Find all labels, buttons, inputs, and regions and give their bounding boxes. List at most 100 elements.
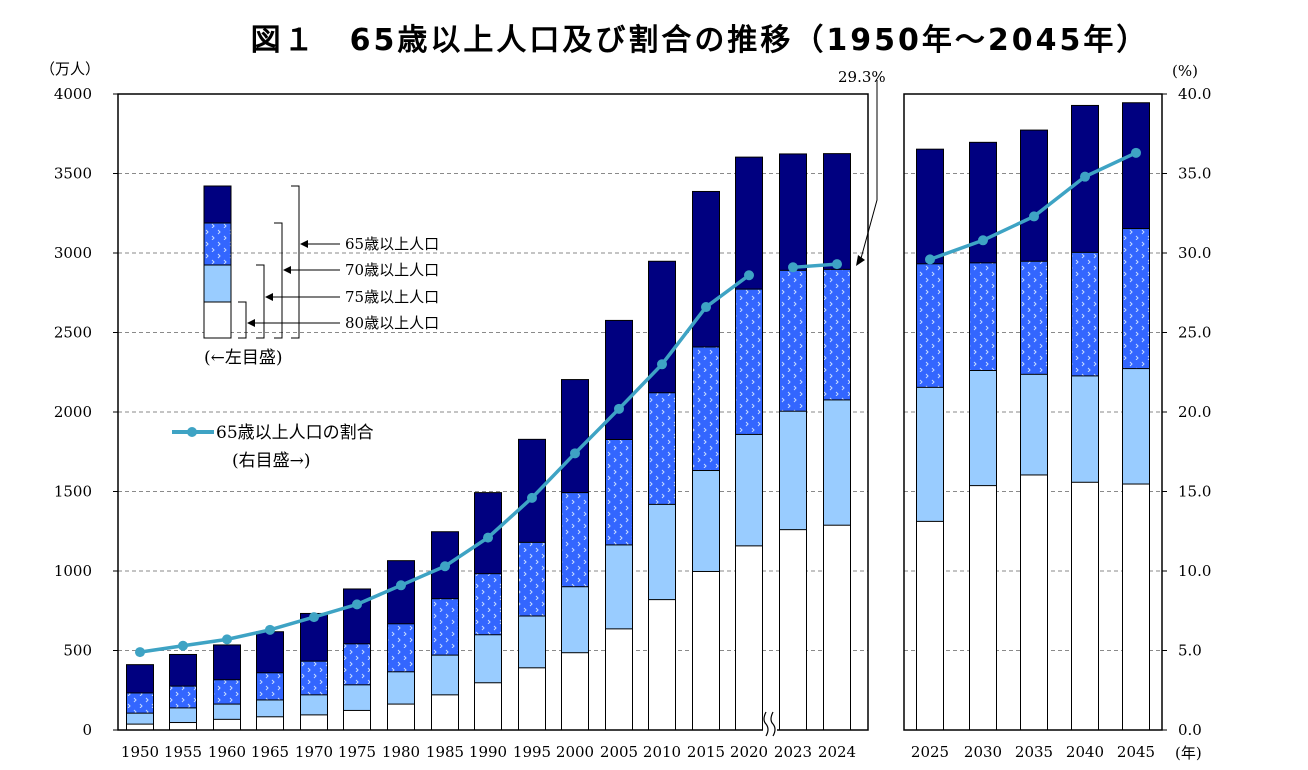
- ratio-point: [396, 580, 406, 591]
- bar-segment: [518, 667, 546, 731]
- legend-bracket-70: [274, 222, 283, 339]
- x-tick-label: 2045: [1117, 743, 1155, 761]
- ratio-line-segment: [792, 262, 838, 270]
- legend-box-65: [203, 185, 232, 224]
- x-tick-label: 1975: [338, 743, 376, 761]
- x-tick-label: 2000: [556, 743, 594, 761]
- ratio-point: [614, 403, 624, 414]
- y-right-tick-label: 25.0: [1178, 324, 1211, 342]
- bar-segment: [1020, 474, 1048, 731]
- ratio-point: [744, 270, 754, 281]
- y-left-tick-label: 2000: [54, 403, 92, 421]
- ratio-point: [978, 235, 988, 246]
- bar-segment: [1122, 483, 1150, 731]
- legend-label-75: 75歳以上人口: [345, 288, 439, 306]
- legend-box-75: [203, 264, 232, 303]
- y-right-tick-label: 35.0: [1178, 165, 1211, 183]
- ratio-point: [527, 492, 537, 503]
- bar-segment: [916, 520, 944, 731]
- x-tick-label: 1970: [295, 743, 333, 761]
- bar-segment: [256, 716, 284, 731]
- x-tick-label: 2020: [730, 743, 768, 761]
- ratio-point: [440, 561, 450, 572]
- ratio-point: [222, 634, 232, 645]
- right-scale-note: (右目盛→): [232, 451, 311, 471]
- legend-box-80: [203, 301, 232, 339]
- bar-segment: [126, 723, 154, 731]
- line-legend: 65歳以上人口の割合 (右目盛→): [172, 423, 374, 471]
- ratio-point: [352, 599, 362, 610]
- bar-segment: [431, 694, 459, 731]
- bar-segment: [213, 718, 241, 731]
- ratio-point: [178, 640, 188, 651]
- bar-segment: [823, 524, 851, 731]
- x-tick-label: 1950: [121, 743, 159, 761]
- y-right-tick-label: 0.0: [1178, 721, 1202, 739]
- bar-segment: [779, 529, 807, 731]
- x-tick-label: 1995: [513, 743, 551, 761]
- bar-segment: [474, 682, 502, 731]
- axis-break-mark: [763, 708, 777, 737]
- x-unit: (年): [1175, 744, 1202, 762]
- bars: [126, 102, 1150, 731]
- x-tick-label: 2025: [911, 743, 949, 761]
- ratio-point: [1131, 147, 1141, 158]
- ratio-point: [309, 612, 319, 623]
- legend-label-80: 80歳以上人口: [345, 314, 439, 332]
- x-tick-label: 1960: [208, 743, 246, 761]
- legend-bracket-75: [256, 264, 265, 339]
- legend-box-70: [203, 222, 232, 266]
- bar-segment: [561, 652, 589, 731]
- ratio-point: [570, 448, 580, 459]
- x-tick-label: 1980: [382, 743, 420, 761]
- ratio-point: [483, 532, 493, 543]
- legend-label-70: 70歳以上人口: [345, 261, 439, 279]
- ratio-point: [265, 624, 275, 635]
- y-left-tick-label: 1500: [54, 483, 92, 501]
- y-left-tick-label: 3500: [54, 165, 92, 183]
- bar-segment: [387, 703, 415, 731]
- bar-segment: [169, 722, 197, 731]
- x-tick-label: 2010: [643, 743, 681, 761]
- annotation-label: 29.3%: [838, 68, 886, 86]
- x-tick-label: 2030: [964, 743, 1002, 761]
- ratio-point: [135, 647, 145, 658]
- y-right-tick-label: 5.0: [1178, 642, 1202, 660]
- legend-bracket-65: [291, 185, 300, 339]
- x-tick-label: 2024: [818, 743, 856, 761]
- y-left-tick-label: 3000: [54, 244, 92, 262]
- ratio-line: [135, 147, 1141, 658]
- ratio-point: [832, 259, 842, 270]
- legend-label-65: 65歳以上人口: [345, 235, 439, 253]
- left-scale-note: (←左目盛): [204, 348, 283, 368]
- bar-segment: [735, 545, 763, 731]
- line-legend-label: 65歳以上人口の割合: [216, 423, 374, 443]
- y-right-tick-label: 15.0: [1178, 483, 1211, 501]
- y-left-tick-label: 0: [82, 721, 92, 739]
- ratio-point: [657, 359, 667, 370]
- x-tick-label: 2023: [774, 743, 812, 761]
- bar-segment: [692, 570, 720, 731]
- x-tick-label: 2040: [1066, 743, 1104, 761]
- y-right-tick-label: 10.0: [1178, 562, 1211, 580]
- bar-segment: [343, 709, 371, 731]
- y-right-tick-label: 20.0: [1178, 403, 1211, 421]
- x-tick-label: 1990: [469, 743, 507, 761]
- stack-legend: 65歳以上人口 70歳以上人口 75歳以上人口 80歳以上人口 (←左目盛): [203, 185, 439, 368]
- y-left-tick-label: 1000: [54, 562, 92, 580]
- x-tick-label: 1965: [251, 743, 289, 761]
- bar-segment: [648, 599, 676, 731]
- x-tick-label: 1985: [426, 743, 464, 761]
- axis-ticks: 0 500 1000 1500 2000 2500 3000 3500 4000 0.0 5.0 10…: [54, 85, 1212, 761]
- annotation-arrow: [856, 80, 878, 266]
- y-right-tick-label: 30.0: [1178, 244, 1211, 262]
- y-left-tick-label: 500: [63, 642, 92, 660]
- chart-title: 図１ 65歳以上人口及び割合の推移（1950年～2045年）: [251, 23, 1150, 58]
- y-left-tick-label: 2500: [54, 324, 92, 342]
- x-tick-label: 2035: [1015, 743, 1053, 761]
- ratio-point: [701, 302, 711, 313]
- ratio-point: [788, 262, 798, 273]
- y-left-tick-label: 4000: [54, 85, 92, 103]
- bar-segment: [300, 714, 328, 731]
